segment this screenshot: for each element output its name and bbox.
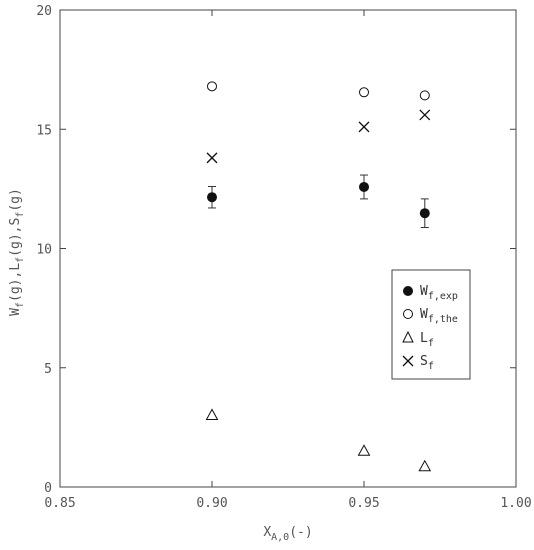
legend-label-sf-sub: f (428, 361, 434, 372)
legend-marker-wexp (403, 286, 413, 296)
legend-label-sf: Sf (420, 354, 434, 372)
y-axis-title-l-unit: (g),S (8, 218, 23, 257)
point-s-stroke-b (419, 109, 431, 121)
legend-label-wthe-main: W (420, 307, 428, 322)
x-axis-title-main: X (263, 525, 271, 540)
point-s (206, 152, 218, 164)
y-axis-title-w: W (8, 308, 23, 316)
x-tick-label: 0.95 (348, 496, 379, 511)
point-s-stroke-b (206, 152, 218, 164)
point-w-the (207, 81, 217, 92)
x-tick-label: 0.85 (44, 496, 75, 511)
y-axis-title-w-sub: f (15, 302, 26, 308)
point-w-exp (419, 208, 430, 219)
point-s (419, 109, 431, 121)
y-tick-label: 20 (36, 4, 52, 19)
legend-label-wthe-sub: f,the (428, 314, 458, 325)
legend-marker-wthe (403, 309, 413, 319)
x-tick-label: 0.90 (196, 496, 227, 511)
y-axis-title-w-unit: (g),L (8, 263, 23, 302)
point-w-the (359, 87, 369, 98)
legend-label-lf: Lf (420, 331, 434, 349)
legend-label-wexp-main: W (420, 284, 428, 299)
point-w-the (419, 90, 430, 101)
y-tick-label: 10 (36, 243, 52, 258)
y-tick-label: 5 (44, 362, 52, 377)
legend-label-lf-sub: f (428, 338, 434, 349)
x-tick-label: 1.00 (500, 496, 531, 511)
x-axis-title: XA,0(-) (263, 525, 312, 543)
legend-label-lf-main: L (420, 331, 428, 346)
point-l (418, 459, 432, 472)
data-marks (205, 81, 432, 472)
y-tick-label: 0 (44, 481, 52, 496)
y-axis-title: Wf(g),Lf(g),Sf(g) (8, 188, 26, 316)
ticks: 0.85 0.90 0.95 1.00 0 5 10 15 20 (36, 4, 531, 511)
x-axis-title-suffix: (-) (289, 525, 312, 540)
legend-label-wthe: Wf,the (420, 307, 458, 325)
y-tick-label: 15 (36, 123, 52, 138)
legend-marker-lf (402, 330, 414, 343)
legend-label-wexp-sub: f,exp (428, 291, 458, 302)
y-axis-title-s-unit: (g) (8, 188, 23, 211)
point-w-exp (207, 192, 217, 203)
y-axis-title-s-sub: f (15, 212, 26, 218)
x-axis-title-sub: A,0 (271, 532, 289, 543)
point-l (357, 444, 371, 456)
legend-label-wexp: Wf,exp (420, 284, 458, 302)
point-s-stroke-b (358, 121, 370, 133)
plot-area (59, 9, 517, 488)
legend-marker-sf (402, 355, 414, 367)
y-axis-title-l-sub: f (15, 257, 26, 263)
point-w-exp (359, 181, 369, 192)
legend-label-sf-main: S (420, 354, 428, 369)
point-l (205, 408, 219, 420)
legend: Wf,exp Wf,the Lf Sf (391, 269, 471, 380)
point-s (358, 121, 370, 133)
